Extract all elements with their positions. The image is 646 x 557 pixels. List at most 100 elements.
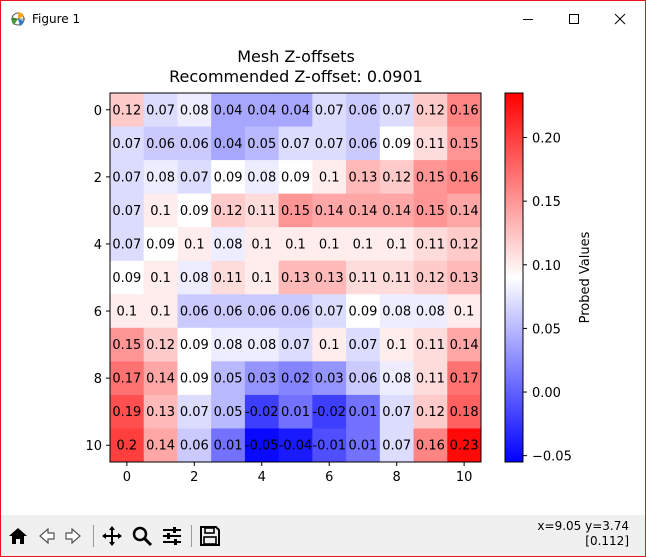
heatmap-cell [346,260,381,295]
colorbar-tick-label: −0.05 [532,450,572,465]
heatmap-cell [211,394,246,429]
axes: 0 2 4 6 8 10 0 2 4 6 8 10 [85,92,482,485]
figure-canvas[interactable]: Mesh Z-offsets Recommended Z-offset: 0.0… [1,37,645,515]
heatmap-cell [346,428,381,463]
heatmap-cell [143,126,178,161]
heatmap-cell [211,327,246,362]
heatmap-cell [379,160,415,195]
heatmap-cell [211,126,246,161]
cell-value-label: 0.1 [285,237,306,252]
heatmap-cell [312,227,347,262]
heatmap-cell [312,260,347,295]
colorbar-tick-label: 0.05 [532,322,561,337]
heatmap-cell [110,361,145,396]
forward-icon [65,527,81,545]
forward-button[interactable] [61,523,87,549]
cell-value-label: 0.1 [184,237,205,252]
heatmap-cell [110,160,145,195]
x-tick-label: 6 [325,470,333,485]
pan-button[interactable] [99,523,125,549]
heatmap-cell [379,294,415,329]
heatmap-cell [379,361,415,396]
cell-value-label: 0.14 [315,204,344,219]
heatmap-cell [110,327,145,362]
cell-value-label: 0.11 [416,372,445,387]
heatmap-cell [379,394,415,429]
cell-value-label: 0.09 [146,237,175,252]
cell-value-label: 0.14 [382,204,411,219]
cell-value-label: 0.12 [382,170,411,185]
heatmap-cell [312,361,347,396]
heatmap-cell [143,394,178,429]
cell-value-label: 0.07 [112,137,141,152]
cell-value-label: 0.07 [382,405,411,420]
cell-value-label: 0.06 [348,372,377,387]
maximize-button[interactable] [551,1,597,37]
heatmap-cell [143,428,178,463]
cell-value-label: 0.07 [382,103,411,118]
colorbar-tick-label: 0.00 [532,386,561,401]
heatmap-cell [244,93,280,128]
cell-value-label: 0.09 [180,372,209,387]
cell-value-label: 0.13 [315,271,344,286]
heatmap-plot: 0.12 0.07 0.08 0.04 0.04 0.04 0.07 0.06 0.07 0.12… [85,92,593,485]
heatmap-cell [244,160,280,195]
cell-value-label: 0.11 [247,204,276,219]
cell-value-label: 0.1 [150,305,171,320]
cell-value-label: 0.2 [117,439,138,454]
close-button[interactable] [597,1,643,37]
cursor-xy-readout: x=9.05 y=3.74 [537,519,629,533]
heatmap-cell [110,294,145,329]
heatmap-cell [346,327,381,362]
maximize-icon [569,14,579,24]
x-tick-label: 10 [456,470,473,485]
heatmap-cell [447,260,482,295]
cell-value-label: 0.09 [180,204,209,219]
heatmap-cell [278,160,313,195]
cell-value-label: 0.12 [416,405,445,420]
heatmap-cell [346,394,381,429]
save-button[interactable] [197,523,223,549]
zoom-button[interactable] [129,523,155,549]
cell-value-label: 0.13 [281,271,310,286]
cell-value-label: 0.1 [319,170,340,185]
cell-value-label: 0.12 [416,103,445,118]
heatmap-cell [278,294,313,329]
heatmap-cell [244,193,280,228]
colorbar: −0.05 0.00 0.05 0.10 0.15 0.20 Probed Values [504,92,593,465]
toolbar-separator [93,525,94,547]
heatmap-cell [413,193,448,228]
colorbar-tick-label: 0.15 [532,195,561,210]
cell-value-label: 0.16 [416,439,445,454]
cell-value-label: 0.1 [454,305,475,320]
cell-value-label: 0.07 [281,338,310,353]
cell-value-label: 0.07 [180,170,209,185]
colorbar-tick-label: 0.10 [532,259,561,274]
cell-value-label: 0.1 [386,237,407,252]
home-button[interactable] [5,523,31,549]
heatmap-cell [413,294,448,329]
cell-value-label: 0.17 [450,372,479,387]
back-button[interactable] [33,523,59,549]
heatmap-cell [447,294,482,329]
cell-value-label: 0.15 [416,170,445,185]
cell-value-label: 0.04 [214,137,243,152]
heatmap-cell [244,394,280,429]
cell-value-label: 0.06 [180,137,209,152]
heatmap-cell [447,428,482,463]
minimize-button[interactable] [505,1,551,37]
configure-subplots-button[interactable] [159,523,185,549]
heatmap-cell [143,227,178,262]
heatmap-cell [312,93,347,128]
heatmap-cell [110,428,145,463]
cell-value-label: 0.1 [251,237,272,252]
window-title: Figure 1 [32,12,81,26]
back-icon [39,527,55,545]
heatmap-cell [346,160,381,195]
heatmap-cell [447,160,482,195]
cell-value-label: 0.08 [214,338,243,353]
cell-value-label: 0.17 [112,372,141,387]
cell-value-label: 0.13 [146,405,175,420]
cell-value-label: 0.1 [150,204,171,219]
cell-value-label: 0.09 [281,170,310,185]
